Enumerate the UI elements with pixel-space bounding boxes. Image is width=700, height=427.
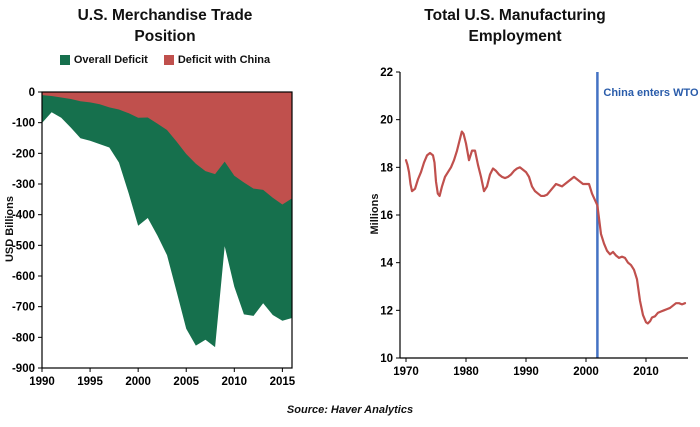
svg-text:-400: -400 xyxy=(12,210,35,222)
svg-text:14: 14 xyxy=(380,258,393,270)
trade-position-chart: U.S. Merchandise Trade Position Overall … xyxy=(0,0,330,427)
svg-text:2010: 2010 xyxy=(222,376,248,388)
svg-text:1980: 1980 xyxy=(453,366,479,378)
svg-text:1970: 1970 xyxy=(393,366,419,378)
svg-text:-900: -900 xyxy=(12,363,35,375)
legend-item-china-deficit: Deficit with China xyxy=(163,54,271,66)
trade-position-plot: 1990 1995 2000 2005 2010 2015 0 -100 -200 -300 -40… xyxy=(12,87,296,388)
svg-text:-700: -700 xyxy=(12,302,35,314)
svg-text:18: 18 xyxy=(380,162,393,174)
svg-text:10: 10 xyxy=(380,353,393,365)
china-deficit-swatch xyxy=(163,55,174,65)
china-deficit-label: Deficit with China xyxy=(177,54,271,66)
svg-text:2015: 2015 xyxy=(270,376,296,388)
svg-text:-600: -600 xyxy=(12,271,35,283)
trade-position-title-line2: Position xyxy=(134,28,196,45)
manufacturing-employment-plot: China enters WTO 1970 1980 1990 2000 2010 10 12… xyxy=(380,67,699,378)
legend-item-overall-deficit: Overall Deficit xyxy=(59,54,148,66)
svg-text:16: 16 xyxy=(380,210,393,222)
svg-text:-100: -100 xyxy=(12,118,35,130)
svg-text:2005: 2005 xyxy=(173,376,199,388)
svg-text:0: 0 xyxy=(29,87,35,99)
svg-text:22: 22 xyxy=(380,67,393,79)
svg-text:2010: 2010 xyxy=(633,366,659,378)
svg-text:12: 12 xyxy=(380,305,393,317)
trade-position-title: U.S. Merchandise Trade Position xyxy=(0,5,330,47)
source-note: Source: Haver Analytics xyxy=(286,404,414,416)
manufacturing-employment-title-line2: Employment xyxy=(468,28,562,45)
manufacturing-employment-chart: Total U.S. Manufacturing Employment Mill… xyxy=(330,0,700,427)
trade-position-title-line1: U.S. Merchandise Trade xyxy=(77,7,253,24)
trade-position-legend: Overall Deficit Deficit with China xyxy=(0,54,330,66)
overall-deficit-swatch xyxy=(59,55,70,65)
svg-text:2000: 2000 xyxy=(573,366,599,378)
svg-text:2000: 2000 xyxy=(125,376,151,388)
svg-text:-200: -200 xyxy=(12,148,35,160)
overall-deficit-label: Overall Deficit xyxy=(73,54,148,66)
svg-text:-800: -800 xyxy=(12,332,35,344)
svg-text:1990: 1990 xyxy=(513,366,539,378)
svg-text:-500: -500 xyxy=(12,240,35,252)
svg-text:-300: -300 xyxy=(12,179,35,191)
svg-text:20: 20 xyxy=(380,115,393,127)
manufacturing-employment-title: Total U.S. Manufacturing Employment xyxy=(330,5,700,47)
manufacturing-employment-title-line1: Total U.S. Manufacturing xyxy=(424,7,606,24)
svg-text:1990: 1990 xyxy=(29,376,55,388)
svg-text:1995: 1995 xyxy=(77,376,103,388)
svg-text:China enters WTO: China enters WTO xyxy=(603,87,699,99)
